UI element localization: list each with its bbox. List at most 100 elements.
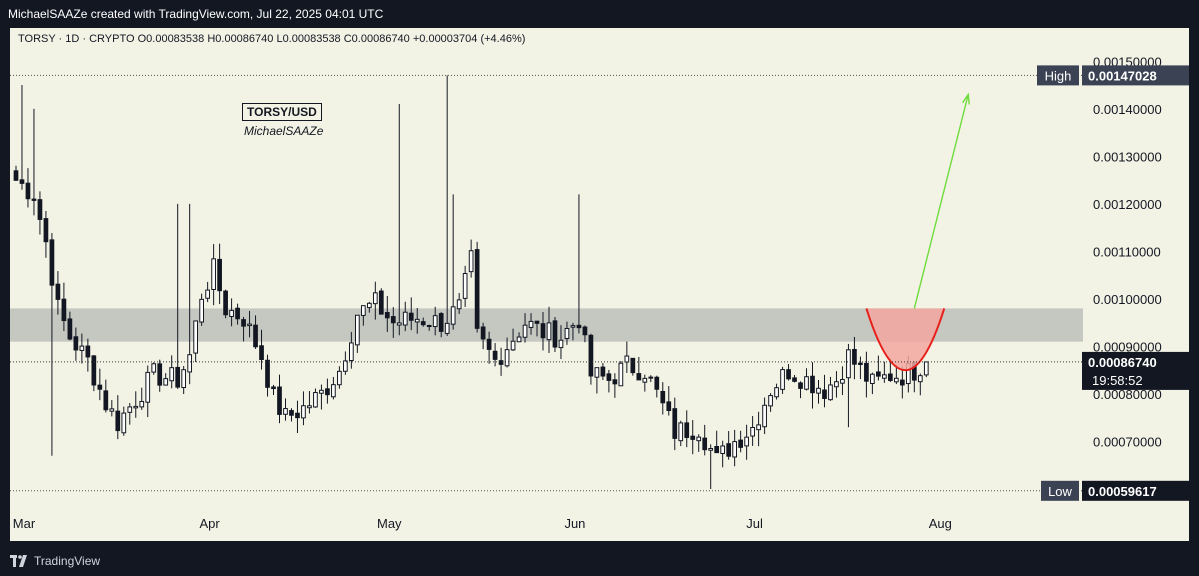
candle-body — [882, 374, 887, 379]
candle-body — [636, 373, 642, 381]
candle-body — [205, 289, 210, 299]
low-label: Low — [1048, 484, 1072, 499]
candle-body — [169, 367, 175, 382]
candle-body — [378, 290, 384, 315]
symbol-watermark: TORSY/USD — [242, 103, 322, 121]
candle-body — [594, 367, 600, 378]
candle-body — [864, 362, 869, 382]
candle-body — [750, 426, 755, 437]
candle-body — [103, 390, 109, 411]
candle-body — [402, 311, 408, 326]
candle-body — [241, 319, 246, 327]
candle-body — [211, 258, 216, 290]
last-price-box — [1082, 351, 1189, 390]
low-value-box — [1082, 480, 1189, 501]
bar-countdown: 19:58:52 — [1092, 373, 1143, 388]
x-tick-label: May — [377, 516, 402, 531]
candle-body — [67, 318, 73, 340]
candle-body — [852, 348, 857, 365]
candle-body — [486, 338, 492, 350]
candle-body — [893, 377, 899, 383]
candlestick-chart[interactable]: 0.001500000.001400000.001300000.00120000… — [10, 28, 1189, 541]
candle-body — [31, 198, 37, 201]
chart-header: MichaelSAAZe created with TradingView.co… — [8, 7, 384, 21]
y-tick-label: 0.00070000 — [1093, 434, 1162, 449]
candle-body — [127, 406, 133, 413]
candle-body — [444, 322, 450, 334]
candle-body — [582, 326, 588, 336]
candle-body — [606, 373, 612, 381]
candle-body — [732, 441, 738, 458]
candle-body — [792, 377, 797, 382]
candle-body — [810, 375, 815, 394]
candle-body — [588, 334, 594, 377]
chart-area[interactable]: 0.00150000 0.00140000 0.00130000 0.00120000… — [10, 28, 1189, 541]
candle-body — [450, 306, 456, 325]
candle-body — [540, 323, 546, 339]
candle-body — [366, 302, 372, 309]
y-tick-label: 0.00130000 — [1093, 149, 1162, 164]
candle-body — [289, 410, 294, 416]
candle-body — [360, 305, 366, 316]
candle-body — [923, 361, 929, 376]
candle-body — [85, 345, 91, 358]
low-value: 0.00059617 — [1088, 484, 1157, 499]
y-tick-label: 0.00100000 — [1093, 292, 1162, 307]
candle-body — [325, 388, 330, 396]
candle-body — [55, 283, 61, 300]
candle-body — [109, 408, 115, 412]
candle-body — [396, 322, 402, 326]
candle-body — [780, 369, 785, 390]
y-tick-label: 0.00090000 — [1093, 339, 1162, 354]
ohlc-legend: TORSY · 1D · CRYPTO O0.00083538 H0.00086… — [18, 33, 526, 45]
candle-body — [672, 408, 678, 439]
candle-body — [37, 199, 43, 220]
candle-body — [498, 360, 504, 365]
candle-body — [462, 273, 468, 299]
candle-body — [552, 320, 558, 348]
candle-body — [187, 354, 193, 373]
candle-body — [696, 436, 702, 442]
candle-body — [61, 298, 67, 322]
candle-body — [199, 298, 204, 323]
high-label: High — [1045, 68, 1072, 83]
candle-body — [522, 324, 528, 338]
candle-body — [151, 363, 157, 373]
candle-body — [259, 345, 264, 360]
candle-body — [193, 320, 199, 354]
candle-body — [235, 307, 240, 320]
x-tick-label: Jul — [746, 516, 763, 531]
candle-body — [786, 369, 791, 380]
breakout-arrowhead — [962, 92, 970, 105]
candle-body — [534, 320, 540, 324]
candle-body — [504, 349, 510, 367]
candle-body — [157, 363, 163, 386]
candle-body — [528, 320, 534, 328]
candle-body — [516, 336, 522, 343]
candle-body — [858, 362, 863, 366]
candle-body — [384, 312, 390, 319]
candle-body — [277, 386, 282, 415]
candle-body — [822, 389, 827, 399]
candle-body — [372, 292, 378, 305]
candle-body — [295, 412, 300, 419]
cup-outline — [865, 308, 946, 371]
candle-body — [720, 445, 726, 454]
candle-body — [163, 378, 169, 386]
candle-body — [648, 376, 654, 379]
candle-body — [319, 389, 324, 394]
candle-body — [774, 387, 779, 398]
candle-body — [828, 384, 833, 401]
candle-body — [899, 379, 905, 386]
candle-body — [343, 360, 348, 372]
x-tick-label: Jun — [564, 516, 585, 531]
candle-body — [618, 362, 624, 387]
y-tick-label: 0.00110000 — [1093, 244, 1161, 259]
candle-body — [229, 309, 234, 317]
candle-body — [642, 377, 648, 383]
candle-body — [223, 290, 228, 316]
candle-body — [546, 322, 552, 341]
high-value: 0.00147028 — [1088, 68, 1157, 83]
candle-body — [181, 369, 187, 389]
candle-body — [49, 239, 55, 286]
